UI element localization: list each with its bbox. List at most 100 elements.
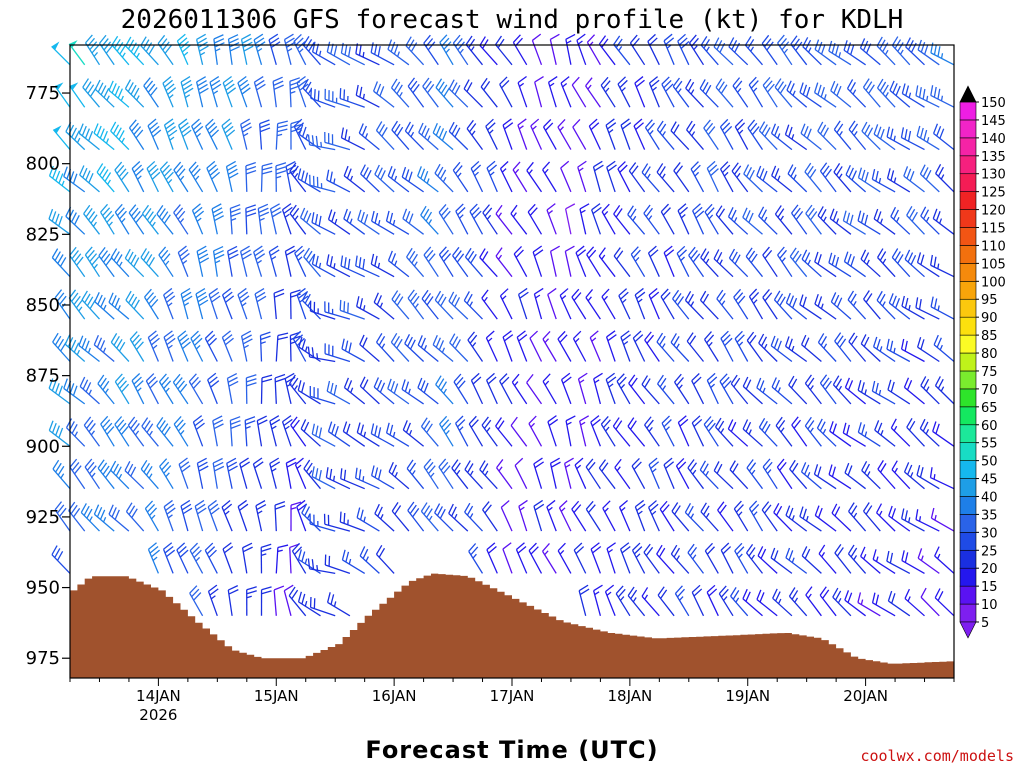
barb-full [833,163,841,173]
barb-full [814,505,820,516]
credit-text[interactable]: coolwx.com/models [860,747,1014,765]
wind-barb [832,587,852,617]
barb-staff [470,168,484,193]
wind-barb [606,160,617,193]
barb-staff [273,293,277,320]
wind-barb [920,376,940,405]
wind-barb [245,161,257,192]
colorbar-segment [959,442,977,461]
barb-full [298,79,308,87]
barb-staff [326,179,351,193]
barb-full [806,128,812,139]
barb-half [705,46,710,52]
barb-full [804,337,810,348]
barb-half [926,95,929,102]
barb-full [673,547,681,558]
barb-full [418,122,424,133]
barb-full [396,338,403,349]
wind-barb [564,245,575,277]
barb-full [660,589,668,599]
barb-staff [485,126,498,150]
barb-full [480,77,488,88]
wind-barb [83,204,101,235]
barb-full [620,542,630,550]
barb-full [227,373,238,379]
wind-barb [560,160,572,193]
barb-full [542,161,551,171]
barb-full [565,33,576,40]
barb-full [891,460,898,471]
wind-barb [905,37,925,66]
barb-full [933,44,938,55]
wind-barb [284,372,296,405]
wind-barb [245,204,257,235]
wind-barb [146,160,161,193]
wind-barb [761,501,778,532]
barb-full [370,465,375,476]
wind-barb [189,542,204,574]
barb-full [485,330,495,339]
barb-half [471,130,476,136]
barb-full [224,337,234,346]
barb-full [661,504,670,513]
barb-full [887,379,892,390]
barb-full [472,376,482,385]
barb-half [102,347,107,353]
barb-staff [605,336,616,362]
barb-staff [748,84,764,108]
barb-full [223,334,233,342]
wind-barb [502,542,513,574]
barb-staff [742,598,763,617]
barb-full [243,45,254,52]
barb-full [574,457,584,466]
barb-staff [455,210,469,235]
barb-half [498,466,503,472]
barb-full [820,44,826,55]
colorbar-segment [959,245,977,264]
barb-full [606,330,616,338]
barb-staff [343,175,366,193]
barb-full [211,295,221,303]
wind-barb [688,246,705,278]
wind-barb [801,334,822,362]
barb-full [774,379,780,390]
barb-full [650,461,660,469]
wind-barb [564,203,576,235]
barb-half [241,302,247,307]
barb-full [501,79,510,89]
barb-half [791,515,795,521]
barb-staff [685,87,704,108]
wind-barb [495,35,513,66]
barb-full [259,119,270,125]
barb-full [238,79,249,88]
barb-staff [616,380,631,405]
barb-half [705,470,709,477]
wind-barb [326,592,351,617]
wind-barb [97,374,115,405]
barb-full [81,290,88,301]
barb-full [939,128,945,139]
barb-staff [791,424,808,447]
barb-full [702,463,709,474]
barb-half [940,53,944,59]
barb-full [283,206,293,215]
colorbar-tick-label: 140 [981,132,1006,147]
barb-full [593,160,603,168]
barb-staff [634,82,646,108]
barb-full [146,423,154,433]
barb-full [876,78,884,89]
barb-staff [312,263,336,278]
barb-staff [143,296,159,320]
barb-full [464,502,471,513]
barb-full [935,423,940,434]
barb-full [616,373,625,382]
wind-barb [156,417,174,447]
barb-half [879,346,883,352]
barb-half [117,305,121,311]
barb-full [547,287,557,296]
barb-half [320,183,323,189]
colorbar-tick-label: 35 [981,508,998,523]
wind-barb [100,203,115,235]
barb-full [747,119,756,129]
wind-barb [98,34,115,66]
